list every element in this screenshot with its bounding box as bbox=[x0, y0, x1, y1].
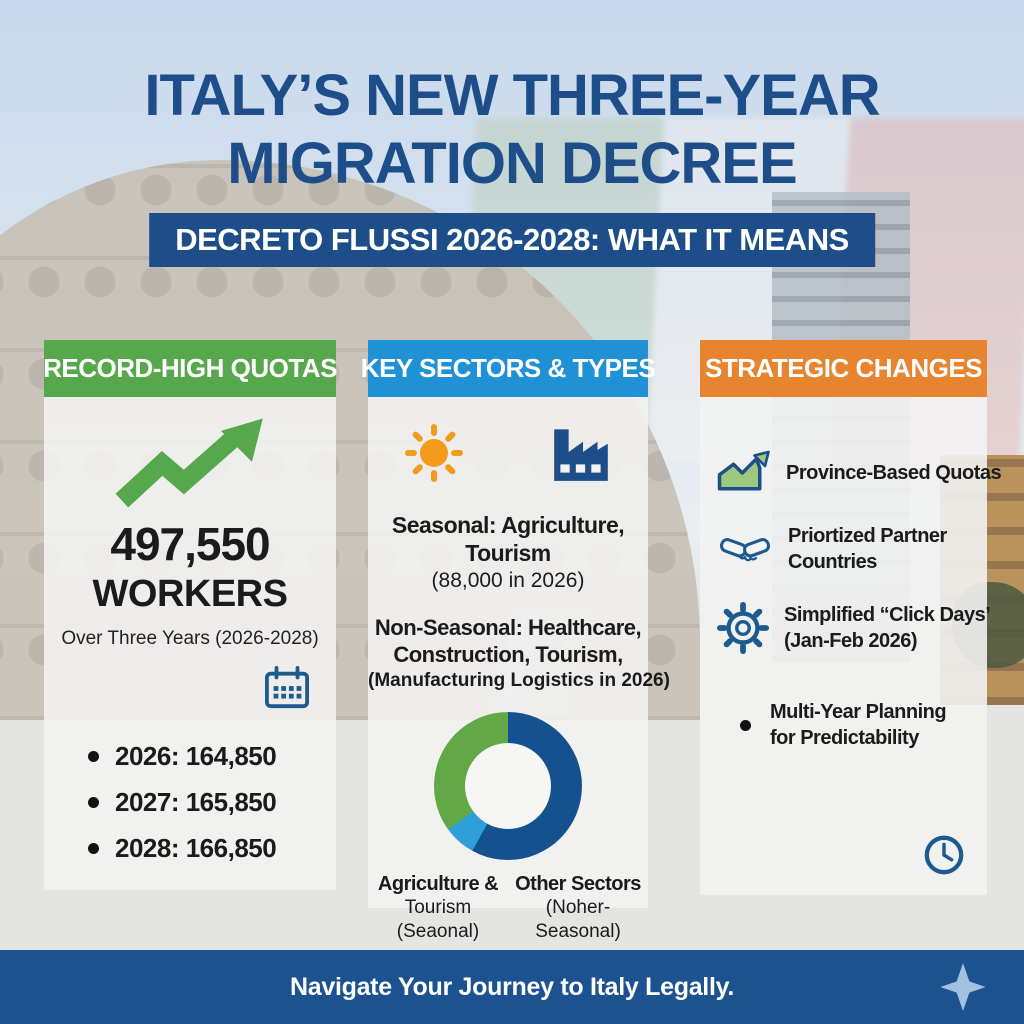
trend-arrow-icon bbox=[115, 418, 263, 508]
footer-tagline: Navigate Your Journey to Italy Legally. bbox=[290, 972, 734, 1001]
changes-card-body: Province-Based Quotas bbox=[700, 397, 1002, 895]
seasonal-line-1: Seasonal: Agriculture, bbox=[391, 512, 625, 538]
subtitle-banner: DECRETO FLUSSI 2026-2028: WHAT IT MEANS bbox=[149, 213, 875, 267]
donut-label-other: Other Sectors (Noher-Seasonal) bbox=[508, 872, 648, 944]
year-quota-2026: 2026: 164,850 bbox=[115, 741, 277, 771]
title-line-1: ITALY’S NEW THREE-YEAR bbox=[144, 63, 880, 128]
sector-icons-row bbox=[368, 397, 648, 485]
list-item: 2027: 165,850 bbox=[88, 787, 336, 818]
bullet-dot bbox=[88, 751, 99, 762]
change-item-province-quotas: Province-Based Quotas bbox=[700, 449, 1002, 497]
change-text-line2: (Jan-Feb 2026) bbox=[784, 630, 918, 652]
donut-label-seasonal: Agriculture & Tourism (Seaonal) bbox=[368, 872, 508, 944]
donut-chart-labels: Agriculture & Tourism (Seaonal) Other Se… bbox=[368, 872, 648, 944]
quotas-period: Over Three Years (2026-2028) bbox=[61, 628, 319, 649]
footer-bar: Navigate Your Journey to Italy Legally. bbox=[0, 950, 1024, 1024]
change-text-line1: Priortized Partner bbox=[788, 525, 947, 547]
seasonal-sectors-text: Seasonal: Agriculture, Tourism (88,000 i… bbox=[368, 511, 648, 594]
factory-icon bbox=[554, 429, 608, 481]
donut-chart bbox=[434, 712, 582, 860]
chart-up-icon bbox=[716, 449, 772, 497]
page-title: ITALY’S NEW THREE-YEAR MIGRATION DECREE bbox=[0, 62, 1024, 198]
list-item: 2028: 166,850 bbox=[88, 833, 336, 864]
workers-label: WORKERS bbox=[92, 573, 288, 615]
gear-icon bbox=[716, 601, 770, 655]
title-line-2: MIGRATION DECREE bbox=[227, 131, 797, 196]
change-item-click-days: Simplified “Click Days’ (Jan-Feb 2026) bbox=[700, 601, 991, 655]
nonseasonal-note: (Manufacturing Logistics in 2026) bbox=[368, 670, 670, 691]
handshake-icon bbox=[716, 528, 774, 570]
seasonal-note: (88,000 in 2026) bbox=[431, 569, 585, 592]
change-text-line1: Province-Based Quotas bbox=[786, 462, 1002, 484]
quotas-card-body: 497,550 WORKERS Over Three Years (2026-2… bbox=[44, 397, 336, 890]
donut-label-left-line1: Agriculture & bbox=[377, 873, 499, 895]
yearly-quota-list: 2026: 164,850 2027: 165,850 2028: 166,85… bbox=[44, 741, 336, 879]
sectors-card-header: KEY SECTORS & TYPES bbox=[361, 340, 656, 397]
nonseasonal-line-2: Construction, Tourism, bbox=[393, 642, 623, 667]
quotas-card: RECORD-HIGH QUOTAS 497,550 WORKERS Over … bbox=[43, 340, 337, 890]
changes-card-header: STRATEGIC CHANGES bbox=[700, 340, 987, 397]
seasonal-line-2: Tourism bbox=[465, 540, 551, 566]
change-item-partner-countries: Priortized Partner Countries bbox=[700, 523, 987, 575]
donut-label-right-line1: Other Sectors bbox=[515, 873, 641, 895]
change-item-multi-year: Multi-Year Planning for Predictability bbox=[700, 699, 987, 751]
bullet-dot bbox=[88, 797, 99, 808]
donut-label-left-line3: (Seaonal) bbox=[396, 921, 480, 942]
changes-card: STRATEGIC CHANGES Province-Based Quotas bbox=[700, 340, 1002, 895]
sun-icon bbox=[405, 424, 463, 482]
clock-icon bbox=[923, 834, 965, 881]
change-text-line1: Multi-Year Planning bbox=[770, 701, 947, 723]
sectors-card-body: Seasonal: Agriculture, Tourism (88,000 i… bbox=[368, 397, 670, 942]
change-text-line2: Countries bbox=[788, 551, 877, 573]
change-text-line2: for Predictability bbox=[770, 727, 919, 749]
bullet-dot bbox=[739, 719, 751, 731]
workers-total: 497,550 bbox=[110, 518, 270, 570]
donut-label-left-line2: Tourism bbox=[404, 897, 472, 918]
sparkle-icon bbox=[940, 963, 986, 1016]
sectors-card: KEY SECTORS & TYPES bbox=[361, 340, 670, 942]
calendar-icon bbox=[264, 666, 310, 715]
nonseasonal-sectors-text: Non-Seasonal: Healthcare, Construction, … bbox=[368, 614, 670, 694]
list-item: 2026: 164,850 bbox=[88, 741, 336, 772]
bullet-dot bbox=[88, 843, 99, 854]
change-text-line1: Simplified “Click Days’ bbox=[784, 604, 991, 626]
donut-label-right-line2: (Noher-Seasonal) bbox=[535, 897, 621, 942]
quotas-card-header: RECORD-HIGH QUOTAS bbox=[43, 340, 337, 397]
year-quota-2027: 2027: 165,850 bbox=[115, 787, 277, 817]
nonseasonal-line-1: Non-Seasonal: Healthcare, bbox=[374, 615, 642, 640]
year-quota-2028: 2028: 166,850 bbox=[115, 833, 277, 863]
